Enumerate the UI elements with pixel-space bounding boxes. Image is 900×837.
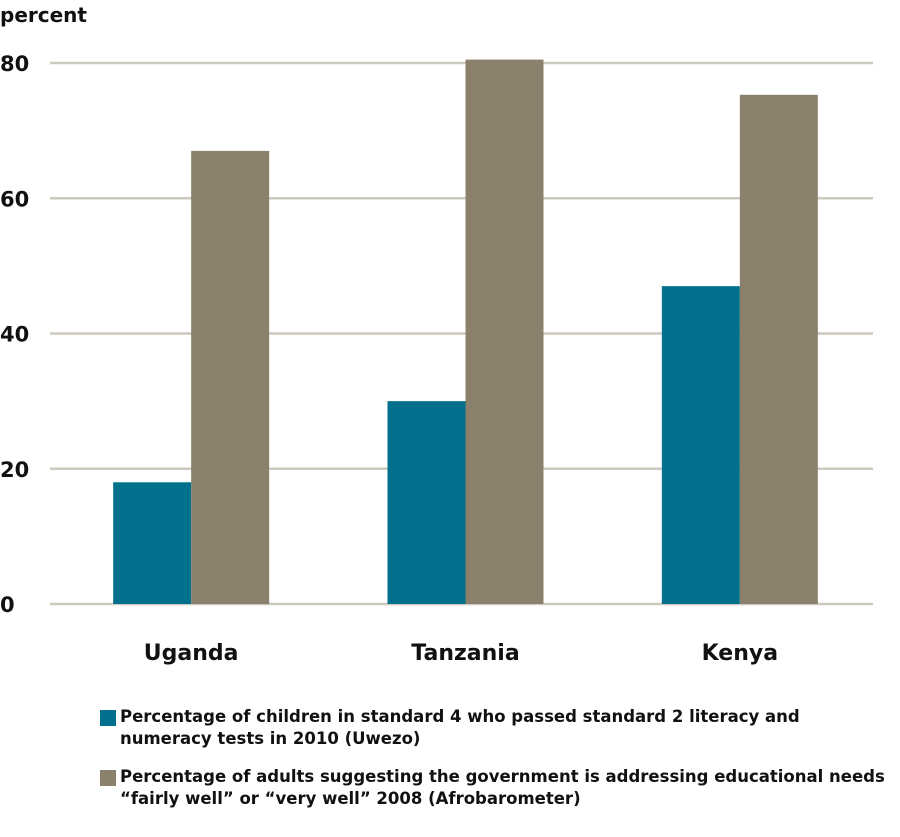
legend-label-series-1: Percentage of children in standard 4 who… (120, 707, 800, 748)
y-tick-label-0: 0 (0, 593, 15, 617)
legend-swatch-series-1 (100, 710, 116, 726)
y-tick-label-60: 60 (0, 187, 29, 211)
x-category-label-tanzania: Tanzania (411, 641, 519, 666)
bar-kenya-series-2 (739, 94, 818, 604)
bar-uganda-series-1 (113, 482, 192, 604)
legend-swatch-series-2 (100, 770, 116, 786)
y-axis-ticks: 0 20 40 60 80 (0, 52, 29, 617)
bar-chart: percent 0 20 40 60 80 Uganda Tanzania Kenya (0, 3, 873, 666)
x-category-label-uganda: Uganda (144, 641, 239, 666)
y-tick-label-80: 80 (0, 52, 29, 76)
x-category-label-kenya: Kenya (702, 641, 778, 666)
y-axis-label: percent (0, 3, 87, 27)
legend-label-series-2: Percentage of adults suggesting the gove… (120, 767, 885, 808)
bar-kenya-series-1 (661, 286, 740, 604)
bar-tanzania-series-2 (465, 59, 544, 604)
bar-tanzania-series-1 (387, 401, 466, 604)
x-axis-categories: Uganda Tanzania Kenya (144, 641, 778, 666)
y-tick-label-40: 40 (0, 323, 29, 347)
y-tick-label-20: 20 (0, 458, 29, 482)
bars (113, 59, 818, 604)
bar-uganda-series-2 (191, 150, 270, 604)
